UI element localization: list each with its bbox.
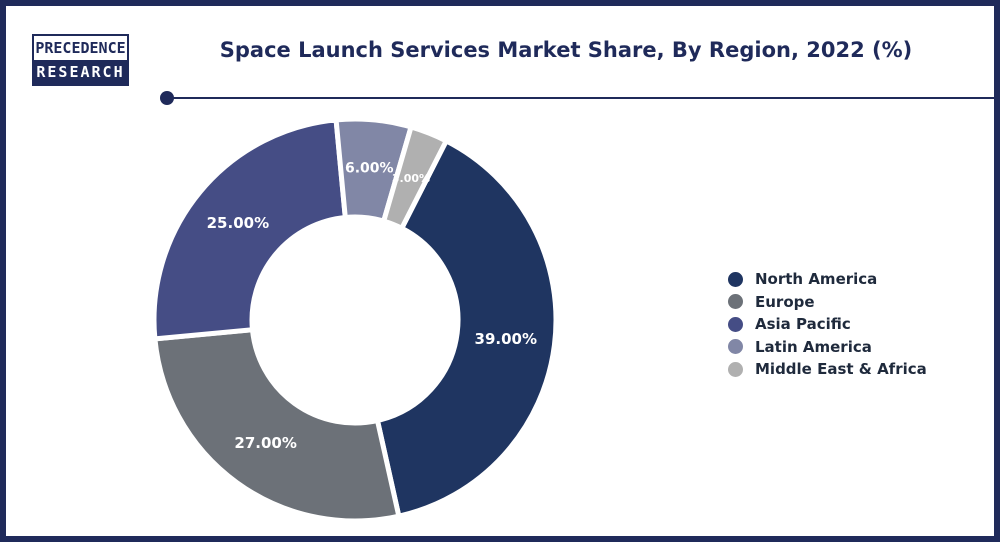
legend-label-latin-america: Latin America: [755, 337, 872, 356]
legend-swatch-asia-pacific: [728, 316, 743, 332]
legend-swatch-north-america: [728, 271, 743, 287]
logo-line-1: PRECEDENCE: [34, 36, 127, 60]
legend-swatch-latin-america: [728, 339, 743, 355]
slice-north-america: [374, 137, 559, 520]
title-rule-dot: [160, 91, 174, 105]
legend-item-europe: Europe: [728, 291, 927, 314]
legend-item-asia-pacific: Asia Pacific: [728, 313, 927, 336]
legend-label-north-america: North America: [755, 270, 878, 289]
logo-line-2: RESEARCH: [34, 60, 127, 84]
slice-label-north-america: 39.00%: [475, 330, 537, 348]
legend-item-middle-east-africa: Middle East & Africa: [728, 358, 927, 381]
legend-label-asia-pacific: Asia Pacific: [755, 315, 851, 334]
legend-swatch-middle-east-africa: [728, 361, 743, 377]
legend-item-north-america: North America: [728, 268, 927, 291]
legend-item-latin-america: Latin America: [728, 336, 927, 359]
slice-middle-east-africa: [380, 123, 450, 232]
slice-label-europe: 27.00%: [234, 434, 296, 452]
brand-logo: PRECEDENCE RESEARCH: [32, 34, 129, 86]
slice-label-asia-pacific: 25.00%: [207, 214, 269, 232]
slice-label-middle-east-africa: 3.00%: [392, 172, 430, 185]
legend-label-europe: Europe: [755, 292, 815, 311]
slice-europe: [152, 326, 402, 524]
slice-asia-pacific: [151, 117, 349, 342]
legend-label-middle-east-africa: Middle East & Africa: [755, 360, 927, 379]
chart-title: Space Launch Services Market Share, By R…: [219, 38, 913, 62]
slice-label-latin-america: 6.00%: [345, 161, 394, 177]
title-rule: [168, 97, 1000, 99]
legend-swatch-europe: [728, 294, 743, 310]
chart-legend: North America Europe Asia Pacific Latin Ame…: [728, 268, 927, 381]
